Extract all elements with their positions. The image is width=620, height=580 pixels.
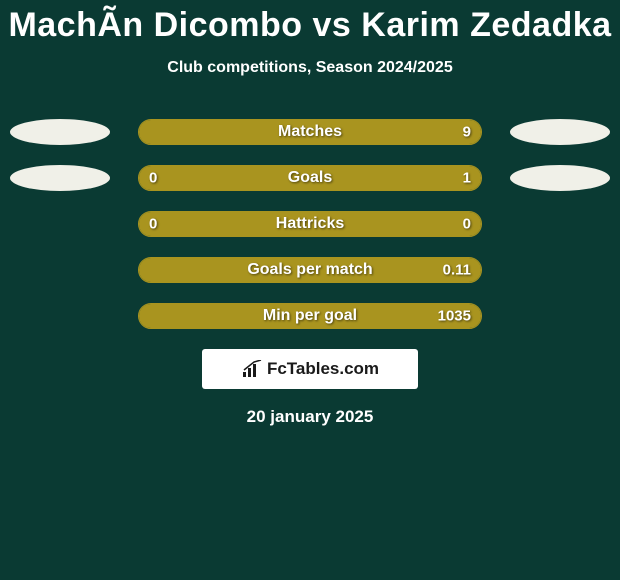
logo-suffix: Tables.com bbox=[287, 359, 379, 378]
chart-icon bbox=[241, 360, 263, 378]
stat-value-right: 1035 bbox=[438, 308, 471, 325]
stat-bar: 0 Goals 1 bbox=[138, 165, 482, 191]
bar-fill-right bbox=[201, 166, 481, 190]
stat-value-left: 0 bbox=[149, 170, 157, 187]
date-text: 20 january 2025 bbox=[0, 407, 620, 427]
stat-label: Goals bbox=[288, 169, 332, 187]
stat-row: Goals per match 0.11 bbox=[10, 257, 610, 283]
subtitle: Club competitions, Season 2024/2025 bbox=[0, 59, 620, 77]
stat-value-right: 9 bbox=[463, 124, 471, 141]
stat-value-right: 1 bbox=[463, 170, 471, 187]
player-left-oval bbox=[10, 119, 110, 145]
stat-bar: Goals per match 0.11 bbox=[138, 257, 482, 283]
logo-prefix: Fc bbox=[267, 359, 287, 378]
player-right-oval bbox=[510, 165, 610, 191]
stat-row: 0 Goals 1 bbox=[10, 165, 610, 191]
stat-value-left: 0 bbox=[149, 216, 157, 233]
stat-bar: 0 Hattricks 0 bbox=[138, 211, 482, 237]
stat-label: Matches bbox=[278, 123, 342, 141]
stat-row: 0 Hattricks 0 bbox=[10, 211, 610, 237]
stat-bar: Min per goal 1035 bbox=[138, 303, 482, 329]
stat-label: Hattricks bbox=[276, 215, 344, 233]
stat-value-right: 0.11 bbox=[443, 262, 471, 279]
stat-label: Goals per match bbox=[247, 261, 372, 279]
logo-box[interactable]: FcTables.com bbox=[202, 349, 418, 389]
comparison-card: MachÃn Dicombo vs Karim Zedadka Club com… bbox=[0, 0, 620, 580]
logo-text: FcTables.com bbox=[267, 359, 379, 379]
stat-bar: Matches 9 bbox=[138, 119, 482, 145]
stats-block: Matches 9 0 Goals 1 0 Hattricks bbox=[0, 119, 620, 329]
page-title: MachÃn Dicombo vs Karim Zedadka bbox=[0, 0, 620, 45]
player-left-oval bbox=[10, 165, 110, 191]
stat-label: Min per goal bbox=[263, 307, 357, 325]
stat-row: Min per goal 1035 bbox=[10, 303, 610, 329]
player-right-oval bbox=[510, 119, 610, 145]
stat-row: Matches 9 bbox=[10, 119, 610, 145]
stat-value-right: 0 bbox=[463, 216, 471, 233]
